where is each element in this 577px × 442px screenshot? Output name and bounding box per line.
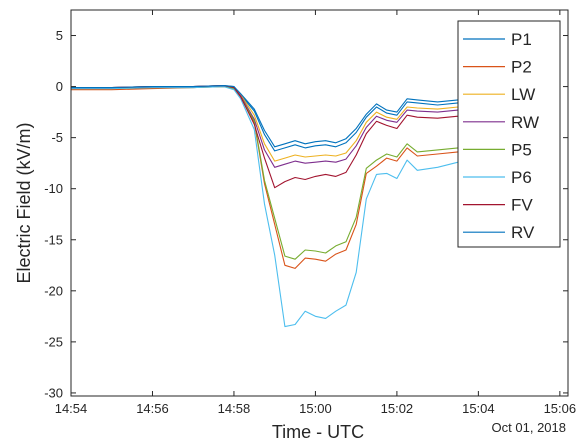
y-tick-label: 0 — [56, 79, 63, 94]
date-label: Oct 01, 2018 — [492, 420, 566, 435]
legend-label-p5: P5 — [511, 140, 532, 159]
x-tick-label: 14:54 — [55, 401, 88, 416]
legend-label-p2: P2 — [511, 58, 532, 77]
axis-ticks — [70, 10, 568, 396]
y-tick-label: 5 — [56, 28, 63, 43]
x-tick-label: 15:06 — [544, 401, 577, 416]
y-axis-label: Electric Field (kV/m) — [14, 122, 34, 283]
x-tick-label: 14:56 — [136, 401, 169, 416]
plot-frame — [70, 9, 569, 397]
legend-label-p1: P1 — [511, 30, 532, 49]
y-tick-label: -10 — [44, 181, 63, 196]
y-tick-label: -25 — [44, 334, 63, 349]
legend-label-rv: RV — [511, 223, 535, 242]
x-tick-label: 15:02 — [381, 401, 414, 416]
x-tick-label: 15:04 — [462, 401, 495, 416]
legend-label-fv: FV — [511, 196, 533, 215]
legend: P1 P2 LW RW P5 P6 FV RV — [457, 20, 561, 248]
legend-label-rw: RW — [511, 113, 539, 132]
x-tick-label: 14:58 — [218, 401, 251, 416]
x-tick-label: 15:00 — [299, 401, 332, 416]
legend-box — [457, 20, 561, 248]
y-tick-label: -15 — [44, 232, 63, 247]
x-tick-labels: 14:54 14:56 14:58 15:00 15:02 15:04 15:06 — [55, 401, 576, 416]
y-tick-label: -20 — [44, 283, 63, 298]
legend-label-lw: LW — [511, 85, 535, 104]
legend-label-p6: P6 — [511, 168, 532, 187]
y-tick-label: -30 — [44, 385, 63, 400]
y-tick-labels: 5 0 -5 -10 -15 -20 -25 -30 — [44, 28, 63, 400]
y-tick-label: -5 — [51, 130, 63, 145]
x-axis-label: Time - UTC — [272, 422, 364, 442]
